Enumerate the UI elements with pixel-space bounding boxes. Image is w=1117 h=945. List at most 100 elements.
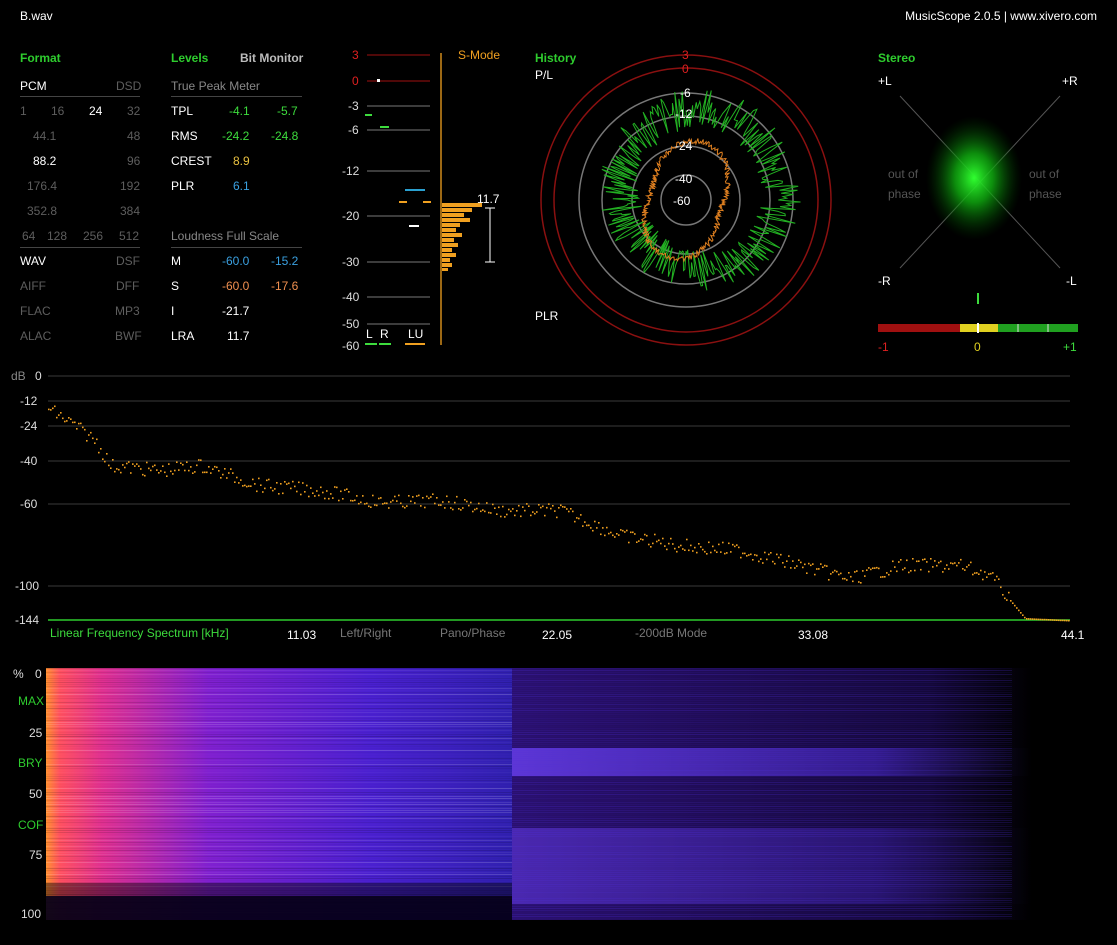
container-bwf[interactable]: BWF	[115, 329, 142, 343]
meter-tick-m3: -3	[348, 99, 359, 113]
spec-y-144: -144	[15, 613, 40, 627]
meter-tick-m12: -12	[342, 164, 360, 178]
ring-m6: -6	[680, 86, 691, 100]
rms-left: -24.2	[222, 129, 250, 143]
m-value-b: -15.2	[271, 254, 299, 268]
stereo-heading: Stereo	[878, 51, 916, 65]
bit-monitor-tab[interactable]: Bit Monitor	[240, 51, 304, 65]
m-label: M	[171, 254, 181, 268]
spec-y-100: -100	[15, 579, 40, 593]
format-heading: Format	[20, 51, 61, 65]
rate-176[interactable]: 176.4	[27, 179, 58, 193]
history-top-label: P/L	[535, 68, 554, 82]
sg-100: 100	[21, 907, 42, 921]
rate-88[interactable]: 88.2	[33, 154, 57, 168]
container-dff[interactable]: DFF	[116, 279, 140, 293]
i-value: -21.7	[222, 304, 250, 318]
format-pcm[interactable]: PCM	[20, 79, 47, 93]
levels-heading: Levels	[171, 51, 209, 65]
dsd-64[interactable]: 64	[22, 229, 36, 243]
sg-cof: COF	[18, 818, 44, 832]
container-aiff[interactable]: AIFF	[20, 279, 46, 293]
bit-1[interactable]: 1	[20, 104, 27, 118]
stereo-bl: -R	[878, 274, 891, 288]
ring-m24: -24	[675, 139, 693, 153]
dsd-512[interactable]: 512	[119, 229, 140, 243]
meter-foot-r: R	[380, 327, 389, 341]
rms-label: RMS	[171, 129, 198, 143]
meter-foot-l: L	[366, 327, 373, 341]
stereo-tr: +R	[1062, 74, 1078, 88]
spec-x-44: 44.1	[1061, 628, 1085, 642]
rate-96[interactable]: 96	[127, 154, 141, 168]
rate-44[interactable]: 44.1	[33, 129, 57, 143]
tpl-left: -4.1	[229, 104, 250, 118]
true-peak-title: True Peak Meter	[171, 79, 260, 93]
ring-m60: -60	[673, 194, 691, 208]
sg-pct: %	[13, 667, 24, 681]
lra-value: 11.7	[227, 329, 250, 343]
spectrum-plot	[48, 375, 1070, 622]
container-dsf[interactable]: DSF	[116, 254, 140, 268]
crest-label: CREST	[171, 154, 212, 168]
rate-48[interactable]: 48	[127, 129, 141, 143]
sg-max: MAX	[18, 694, 45, 708]
stereo-goniometer	[899, 95, 1061, 269]
spec-y-60: -60	[20, 497, 38, 511]
bit-16[interactable]: 16	[51, 104, 65, 118]
rate-192[interactable]: 192	[120, 179, 141, 193]
plr-label: PLR	[171, 179, 195, 193]
container-wav[interactable]: WAV	[20, 254, 46, 268]
loudness-title: Loudness Full Scale	[171, 229, 280, 243]
dsd-256[interactable]: 256	[83, 229, 104, 243]
sg-0: 0	[35, 667, 42, 681]
app-title: MusicScope 2.0.5 | www.xivero.com	[905, 9, 1097, 23]
meter-tick-m6: -6	[348, 123, 359, 137]
meter-foot-lu: LU	[408, 327, 424, 341]
stereo-tl: +L	[878, 74, 892, 88]
rms-right: -24.8	[271, 129, 299, 143]
dsd-128[interactable]: 128	[47, 229, 68, 243]
rate-352[interactable]: 352.8	[27, 204, 58, 218]
mode-left-right[interactable]: Left/Right	[340, 626, 392, 640]
meter-tick-3: 3	[352, 48, 359, 62]
spectrum-title: Linear Frequency Spectrum [kHz]	[50, 626, 229, 640]
history-bottom-label: PLR	[535, 309, 559, 323]
correlation-bar	[878, 323, 1078, 333]
meter-tick-m50: -50	[342, 317, 360, 331]
sg-25: 25	[29, 726, 43, 740]
container-flac[interactable]: FLAC	[20, 304, 51, 318]
sg-bry: BRY	[18, 756, 43, 770]
correlation-marker	[977, 293, 979, 304]
out-of-phase-left: out of phase	[888, 167, 921, 201]
spec-y-12: -12	[20, 394, 38, 408]
meter-tick-m30: -30	[342, 255, 360, 269]
bit-32[interactable]: 32	[127, 104, 141, 118]
stereo-br: -L	[1066, 274, 1077, 288]
crest-value: 8.9	[233, 154, 250, 168]
spec-y-24: -24	[20, 419, 38, 433]
corr-plus: +1	[1063, 340, 1077, 354]
mode-pano-phase[interactable]: Pano/Phase	[440, 626, 506, 640]
lra-label: LRA	[171, 329, 195, 343]
history-radar	[540, 54, 832, 346]
spec-y-40: -40	[20, 454, 38, 468]
tpl-right: -5.7	[277, 104, 298, 118]
smode-button[interactable]: S-Mode	[458, 48, 501, 62]
lra-bracket-value: 11.7	[477, 192, 500, 206]
rate-384[interactable]: 384	[120, 204, 141, 218]
bit-24[interactable]: 24	[89, 104, 103, 118]
mode-200db[interactable]: -200dB Mode	[635, 626, 708, 640]
container-mp3[interactable]: MP3	[115, 304, 140, 318]
level-meter	[365, 53, 495, 345]
container-alac[interactable]: ALAC	[20, 329, 52, 343]
history-heading: History	[535, 51, 577, 65]
spec-y-0: 0	[35, 369, 42, 383]
spectrum-unit: dB	[11, 369, 26, 383]
i-label: I	[171, 304, 175, 318]
spec-x-11: 11.03	[287, 628, 317, 642]
s-label: S	[171, 279, 180, 293]
format-dsd[interactable]: DSD	[116, 79, 142, 93]
meter-tick-m20: -20	[342, 209, 360, 223]
meter-tick-m60: -60	[342, 339, 360, 353]
